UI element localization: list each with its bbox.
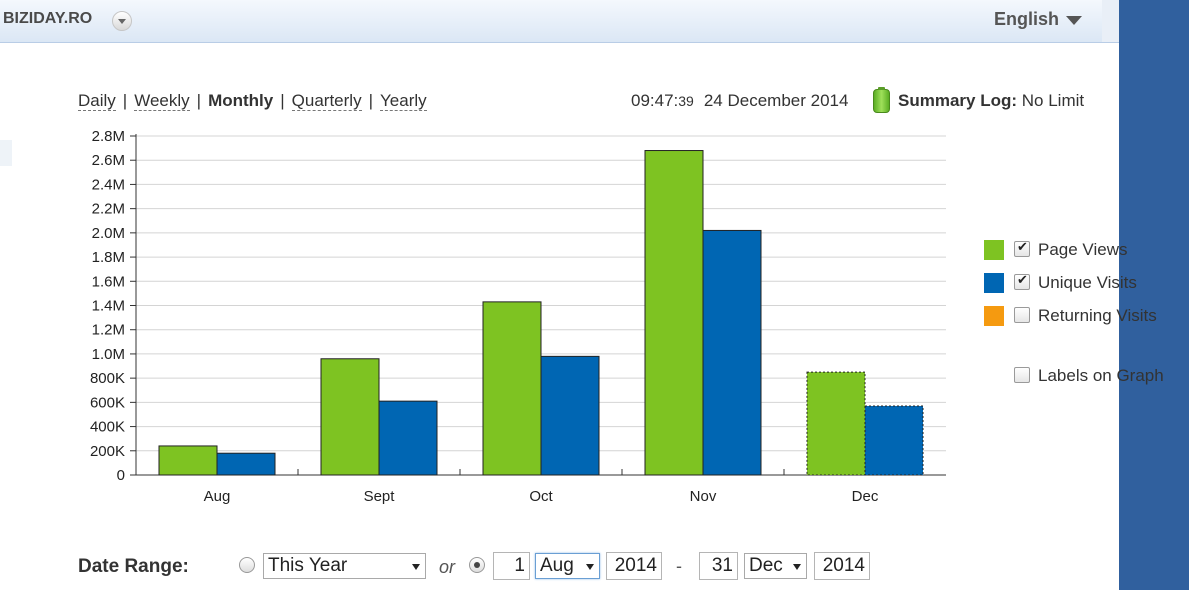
tab-separator: | <box>368 91 373 110</box>
x-tick-label: Oct <box>529 488 553 505</box>
preset-range-radio[interactable] <box>239 557 255 573</box>
summary-log-value: No Limit <box>1021 91 1085 110</box>
y-tick-label: 2.4M <box>92 176 125 193</box>
tab-weekly[interactable]: Weekly <box>134 91 190 111</box>
x-tick-label: Nov <box>690 488 717 505</box>
left-edge-marker <box>0 140 12 166</box>
preset-range-value: This Year <box>268 555 348 576</box>
tab-yearly[interactable]: Yearly <box>380 91 427 111</box>
select-arrow-icon <box>586 564 594 570</box>
current-date: 24 December 2014 <box>703 91 849 110</box>
x-tick-label: Aug <box>204 488 231 505</box>
bar-page-views <box>320 358 380 476</box>
bar-page-views <box>806 371 866 476</box>
site-dropdown-icon[interactable] <box>112 11 132 31</box>
bar-unique-visits <box>864 405 924 476</box>
date-range-label: Date Range: <box>78 556 189 577</box>
from-year-input[interactable]: 2014 <box>606 552 662 580</box>
bar-unique-visits <box>540 355 600 476</box>
bar-unique-visits <box>702 229 762 476</box>
y-tick-label: 2.0M <box>92 225 125 242</box>
to-day-input[interactable]: 31 <box>699 552 738 580</box>
select-arrow-icon <box>412 564 420 570</box>
top-bar: BIZIDAY.RO English <box>0 0 1119 43</box>
tab-separator: | <box>196 91 202 110</box>
top-bar-end <box>1102 0 1119 42</box>
bar-page-views <box>158 445 218 476</box>
from-month-value: Aug <box>540 555 574 576</box>
select-arrow-icon <box>793 564 801 570</box>
y-tick-label: 1.0M <box>92 346 125 363</box>
log-capacity-icon <box>873 87 890 113</box>
y-tick-label: 2.6M <box>92 152 125 169</box>
period-tabs: Daily | Weekly | Monthly | Quarterly | Yearly <box>78 91 427 111</box>
language-selector[interactable]: English <box>994 9 1060 29</box>
summary-log-label: Summary Log: <box>898 91 1018 110</box>
summary-log: Summary Log: No Limit <box>898 91 1084 111</box>
legend-swatch <box>984 306 1004 326</box>
bar-unique-visits <box>216 452 276 476</box>
y-tick-label: 800K <box>90 370 125 387</box>
y-tick-label: 2.2M <box>92 201 125 218</box>
range-dash: - <box>676 556 682 576</box>
y-tick-label: 0 <box>117 467 125 484</box>
tab-separator: | <box>280 91 285 110</box>
page-views-checkbox[interactable] <box>1014 239 1030 257</box>
labels-on-graph-checkbox[interactable] <box>1014 367 1030 383</box>
y-tick-label: 1.6M <box>92 273 125 290</box>
y-tick-label: 600K <box>90 394 125 411</box>
side-panel <box>1119 0 1189 590</box>
legend-swatch <box>984 240 1004 260</box>
labels-on-graph-label: Labels on Graph <box>1038 366 1164 385</box>
clock-time: 09:47: <box>631 91 679 110</box>
y-tick-label: 1.8M <box>92 249 125 266</box>
unique-visits-checkbox[interactable] <box>1014 272 1030 290</box>
bar-page-views <box>482 301 542 476</box>
or-text: or <box>439 557 456 577</box>
y-tick-label: 2.8M <box>92 128 125 145</box>
bar-unique-visits <box>378 400 438 476</box>
y-tick-label: 400K <box>90 419 125 436</box>
visits-chart: 0 200K 400K 600K 800K 1.0M 1.2M 1.4M 1.6M 1.8M 2.0… <box>90 128 946 505</box>
tab-daily[interactable]: Daily <box>78 91 116 111</box>
legend-label: Page Views <box>1038 240 1128 259</box>
to-month-value: Dec <box>749 555 783 576</box>
from-month-select[interactable]: Aug <box>535 553 600 579</box>
y-tick-label: 1.4M <box>92 298 125 315</box>
y-tick-label: 200K <box>90 443 125 460</box>
tab-monthly[interactable]: Monthly <box>208 91 274 110</box>
x-tick-label: Sept <box>364 488 396 505</box>
chevron-down-icon[interactable] <box>1066 16 1082 25</box>
clock: 09:47:39 24 December 2014 <box>631 91 848 111</box>
to-year-input[interactable]: 2014 <box>814 552 870 580</box>
from-day-input[interactable]: 1 <box>493 552 530 580</box>
legend-swatch <box>984 273 1004 293</box>
custom-range-radio[interactable] <box>469 557 485 573</box>
legend-label: Unique Visits <box>1038 273 1137 292</box>
tab-quarterly[interactable]: Quarterly <box>291 91 362 111</box>
clock-seconds: 39 <box>678 93 694 109</box>
to-month-select[interactable]: Dec <box>744 553 807 579</box>
bar-page-views <box>644 150 704 476</box>
x-tick-label: Dec <box>852 488 879 505</box>
tab-separator: | <box>122 91 128 110</box>
preset-range-select[interactable]: This Year <box>263 553 426 579</box>
returning-visits-checkbox[interactable] <box>1014 307 1030 323</box>
y-tick-label: 1.2M <box>92 322 125 339</box>
legend-label: Returning Visits <box>1038 306 1157 325</box>
site-name[interactable]: BIZIDAY.RO <box>3 10 93 27</box>
